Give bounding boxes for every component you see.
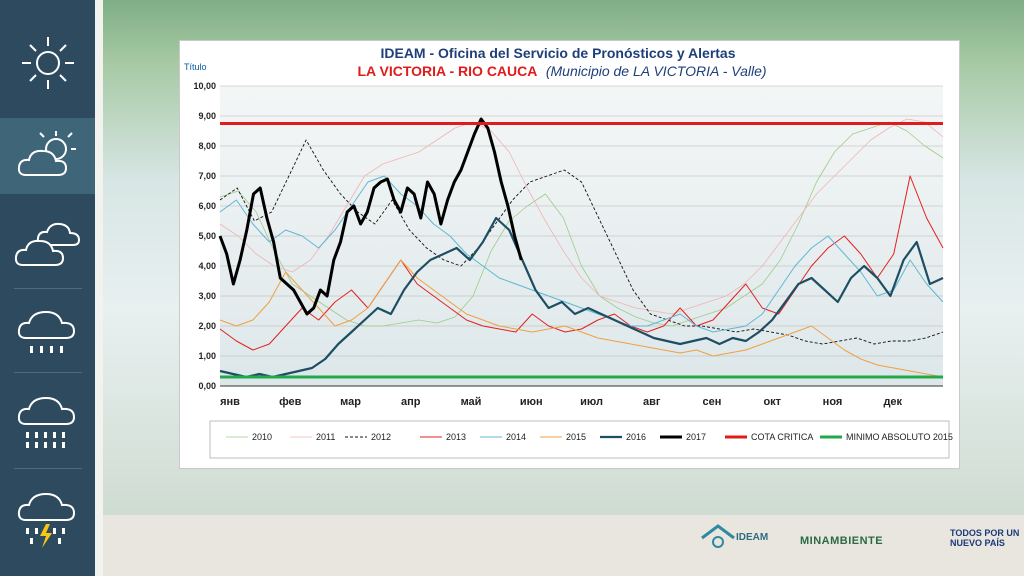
series-layer <box>218 117 944 379</box>
sidebar-item-light-rain[interactable] <box>0 300 95 366</box>
sidebar-divider <box>95 0 103 576</box>
minambiente-logo: MINAMBIENTE <box>800 535 884 547</box>
sidebar-item-thunderstorm[interactable] <box>0 480 95 560</box>
series-line <box>219 121 944 327</box>
legend-label: 2011 <box>316 432 335 442</box>
series-line <box>219 118 944 315</box>
legend-label: 2017 <box>686 432 706 442</box>
x-tick-label: июл <box>580 396 603 408</box>
x-axis-ticks: янв фев мар апр май июн июл авг сен окт ноя дек <box>220 396 902 408</box>
legend-label: 2013 <box>446 432 466 442</box>
series-line <box>219 216 944 379</box>
ideam-house-icon <box>701 524 735 548</box>
ideam-logo-text: IDEAM <box>736 531 769 543</box>
sidebar-item-cloudy[interactable] <box>0 205 95 281</box>
x-tick-label: апр <box>401 396 421 408</box>
cloudy-icon <box>14 222 80 266</box>
legend-label: MINIMO ABSOLUTO 2015 <box>846 432 953 442</box>
series-line <box>219 259 944 378</box>
x-tick-label: июн <box>520 396 543 408</box>
series-line <box>218 117 523 316</box>
sidebar-item-heavy-rain[interactable] <box>0 385 95 461</box>
y-tick-label: 2,00 <box>198 321 216 331</box>
x-tick-label: май <box>461 396 482 408</box>
legend-label: COTA CRITICA <box>751 432 813 442</box>
ideam-logo: IDEAM <box>700 522 768 552</box>
legend-box <box>209 420 950 459</box>
y-tick-label: 9,00 <box>198 111 216 121</box>
series-line <box>219 175 944 351</box>
y-tick-label: 8,00 <box>198 141 216 151</box>
y-tick-label: 4,00 <box>198 261 216 271</box>
legend: 2010 2011 2012 2013 2014 2015 2016 2017 COTA CRI… <box>226 432 953 442</box>
y-tick-label: 3,00 <box>198 291 216 301</box>
sidebar-item-partly-cloudy[interactable] <box>0 118 95 194</box>
y-tick-label: 0,00 <box>198 381 216 391</box>
y-axis-label: Título <box>184 62 207 72</box>
x-tick-label: авг <box>643 396 661 408</box>
gov-slogan: TODOS POR UN NUEVO PAÍS <box>950 528 1019 548</box>
chart-title: IDEAM - Oficina del Servicio de Pronósti… <box>380 45 735 61</box>
legend-label: 2015 <box>566 432 586 442</box>
y-tick-label: 10,00 <box>193 81 216 91</box>
legend-label: 2016 <box>626 432 646 442</box>
x-tick-label: сен <box>703 396 722 408</box>
y-axis-ticks: 0,00 1,00 2,00 3,00 4,00 5,00 6,00 7,00 8,00 9,00… <box>193 81 216 391</box>
x-tick-label: янв <box>220 396 240 408</box>
thunderstorm-icon <box>17 492 75 548</box>
x-tick-label: фев <box>279 396 302 408</box>
x-tick-label: окт <box>763 396 781 408</box>
chart-svg: IDEAM - Oficina del Servicio de Pronósti… <box>184 45 953 459</box>
legend-label: 2014 <box>506 432 526 442</box>
sun-icon <box>21 37 74 89</box>
partly-cloudy-icon <box>17 131 76 176</box>
y-tick-label: 7,00 <box>198 171 216 181</box>
footer-bar <box>103 515 1024 576</box>
chart-subtitle-station: LA VICTORIA - RIO CAUCA <box>357 63 537 79</box>
legend-label: 2010 <box>252 432 272 442</box>
gov-slogan-line1: TODOS POR UN <box>950 528 1020 538</box>
sidebar-separator <box>14 372 82 373</box>
y-tick-label: 6,00 <box>198 201 216 211</box>
weather-sidebar <box>0 0 95 576</box>
series-line <box>219 175 944 333</box>
x-tick-label: ноя <box>823 396 843 408</box>
sidebar-item-sunny[interactable] <box>0 18 95 108</box>
y-tick-label: 5,00 <box>198 231 216 241</box>
chart-subtitle-municipality: (Municipio de LA VICTORIA - Valle) <box>546 63 767 79</box>
sidebar-separator <box>14 468 82 469</box>
y-tick-label: 1,00 <box>198 351 216 361</box>
chart-container: IDEAM - Oficina del Servicio de Pronósti… <box>179 40 960 469</box>
series-line <box>219 139 944 345</box>
heavy-rain-icon <box>17 396 75 448</box>
chart-subtitle: LA VICTORIA - RIO CAUCA (Municipio de LA… <box>357 63 766 80</box>
legend-label: 2012 <box>371 432 391 442</box>
light-rain-icon <box>17 310 75 353</box>
x-tick-label: дек <box>883 396 902 408</box>
x-tick-label: мар <box>340 396 361 408</box>
sidebar-separator <box>14 288 82 289</box>
gov-slogan-line2: NUEVO PAÍS <box>950 538 1005 548</box>
